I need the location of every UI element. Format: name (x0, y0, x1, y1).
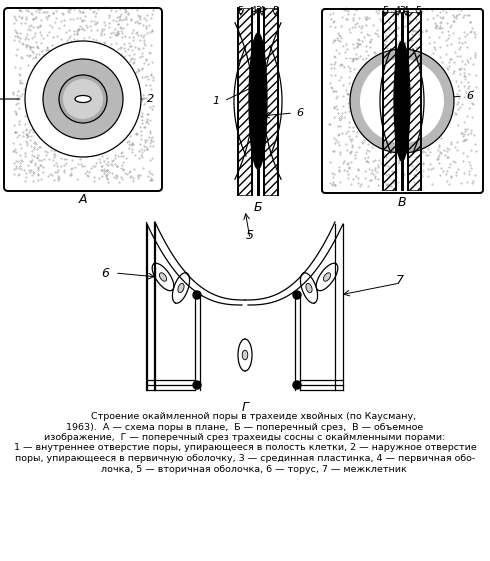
Ellipse shape (159, 273, 167, 281)
Text: 5: 5 (416, 6, 421, 16)
Wedge shape (360, 59, 402, 143)
Wedge shape (402, 49, 454, 153)
Bar (238, 8, 252, 195)
Circle shape (63, 79, 103, 119)
Text: 4: 4 (395, 6, 401, 16)
Text: 7: 7 (396, 274, 404, 287)
Circle shape (59, 75, 107, 123)
Circle shape (43, 59, 123, 139)
Text: 2: 2 (147, 94, 154, 104)
Text: 4: 4 (403, 6, 409, 16)
Ellipse shape (306, 283, 312, 293)
Ellipse shape (394, 41, 410, 161)
Text: 5: 5 (238, 6, 244, 16)
Wedge shape (402, 59, 444, 143)
Text: 5: 5 (246, 228, 254, 241)
Bar (264, 8, 278, 195)
Text: В: В (398, 196, 406, 209)
Text: Б: Б (254, 201, 262, 214)
Text: 3: 3 (255, 6, 261, 16)
Text: лочка, 5 — вторичная оболочка, 6 — торус, 7 — межклетник: лочка, 5 — вторичная оболочка, 6 — торус… (83, 465, 407, 473)
Circle shape (293, 291, 301, 299)
Text: А: А (79, 193, 87, 206)
Circle shape (293, 381, 301, 389)
Circle shape (193, 291, 201, 299)
Text: поры, упирающееся в первичную оболочку, 3 — срединная пластинка, 4 — первичная о: поры, упирающееся в первичную оболочку, … (15, 454, 475, 463)
Ellipse shape (178, 283, 184, 293)
Text: 1: 1 (213, 96, 220, 106)
Wedge shape (350, 49, 402, 153)
Text: Строение окаймленной поры в трахеиде хвойных (по Каусману,: Строение окаймленной поры в трахеиде хво… (74, 412, 416, 421)
Text: Г: Г (242, 401, 248, 414)
Text: 4: 4 (251, 6, 257, 16)
Bar (408, 12, 421, 190)
Text: 1 — внутреннее отверстие поры, упирающееся в полость клетки, 2 — наружное отверс: 1 — внутреннее отверстие поры, упирающее… (14, 444, 476, 453)
Ellipse shape (75, 95, 91, 103)
Circle shape (193, 381, 201, 389)
Text: изображение,  Г — поперечный срез трахеиды сосны с окаймленными порами:: изображение, Г — поперечный срез трахеид… (44, 433, 446, 442)
Text: 5: 5 (383, 6, 389, 16)
Text: 4: 4 (259, 6, 265, 16)
Text: 5: 5 (272, 6, 278, 16)
Text: 6: 6 (101, 266, 109, 279)
Text: 3: 3 (399, 6, 405, 16)
Text: 6: 6 (466, 91, 473, 101)
Bar (383, 12, 396, 190)
Ellipse shape (242, 350, 248, 360)
Ellipse shape (256, 96, 260, 106)
Ellipse shape (249, 33, 267, 169)
Text: 6: 6 (296, 108, 303, 118)
Ellipse shape (323, 273, 331, 281)
Circle shape (25, 41, 141, 157)
Text: 1963).  А — схема поры в плане,  Б — поперечный срез,  В — объемное: 1963). А — схема поры в плане, Б — попер… (66, 422, 424, 431)
